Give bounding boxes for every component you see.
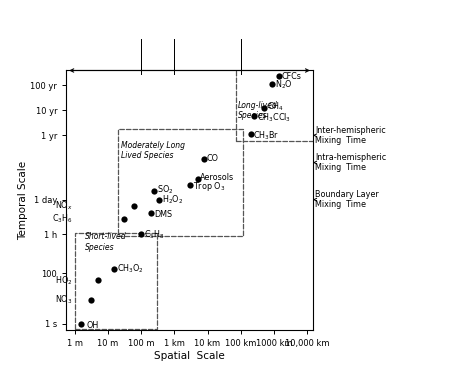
Y-axis label: Temporal Scale: Temporal Scale — [18, 161, 27, 240]
Text: Trop O$_3$: Trop O$_3$ — [193, 180, 225, 193]
Text: NO$_x$: NO$_x$ — [55, 199, 73, 212]
Text: C$_3$H$_6$: C$_3$H$_6$ — [52, 213, 73, 226]
Text: Boundary Layer
Mixing  Time: Boundary Layer Mixing Time — [315, 190, 379, 209]
Text: CH$_3$Br: CH$_3$Br — [253, 129, 280, 142]
Text: CFCs: CFCs — [282, 72, 301, 81]
Text: DMS: DMS — [154, 210, 172, 219]
Text: CH$_3$O$_2$: CH$_3$O$_2$ — [117, 262, 144, 275]
Text: N$_2$O: N$_2$O — [275, 79, 293, 91]
Text: C$_5$H$_8$: C$_5$H$_8$ — [144, 228, 164, 240]
Text: H$_2$O$_2$: H$_2$O$_2$ — [162, 193, 183, 206]
Text: CH$_4$: CH$_4$ — [266, 101, 283, 113]
Text: OH: OH — [86, 321, 99, 330]
Text: Intra-hemispheric
Mixing  Time: Intra-hemispheric Mixing Time — [315, 153, 387, 172]
Text: CO: CO — [207, 154, 219, 163]
X-axis label: Spatial  Scale: Spatial Scale — [154, 351, 225, 361]
Text: Short-lived
Species: Short-lived Species — [85, 232, 127, 252]
Text: HO$_2$: HO$_2$ — [55, 274, 73, 287]
Text: CH$_3$CCl$_3$: CH$_3$CCl$_3$ — [256, 111, 291, 124]
Text: Moderately Long
Lived Species: Moderately Long Lived Species — [121, 141, 185, 160]
Text: Long-lived
Species: Long-lived Species — [237, 101, 277, 121]
Text: Aerosols: Aerosols — [200, 174, 234, 183]
Text: SO$_2$: SO$_2$ — [157, 184, 173, 197]
Text: Inter-hemispheric
Mixing  Time: Inter-hemispheric Mixing Time — [315, 126, 386, 145]
Text: NO$_3$: NO$_3$ — [55, 293, 73, 306]
